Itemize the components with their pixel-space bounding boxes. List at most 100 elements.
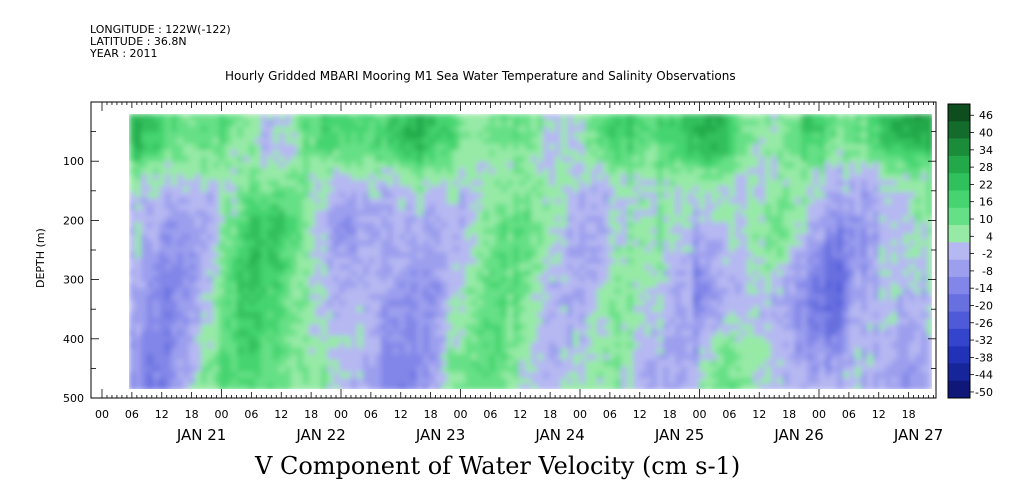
heatmap-cell (495, 354, 502, 361)
heatmap-cell (687, 138, 694, 145)
heatmap-cell (147, 342, 154, 349)
heatmap-cell (399, 240, 406, 247)
heatmap-cell (357, 144, 364, 151)
heatmap-cell (195, 342, 202, 349)
heatmap-cell (495, 276, 502, 283)
heatmap-cell (591, 294, 598, 301)
heatmap-cell (519, 258, 526, 265)
heatmap-cell (285, 126, 292, 133)
heatmap-cell (423, 354, 430, 361)
heatmap-cell (147, 354, 154, 361)
heatmap-cell (273, 270, 280, 277)
heatmap-cell (213, 126, 220, 133)
heatmap-cell (645, 198, 652, 205)
heatmap-cell (507, 228, 514, 235)
heatmap-cell (573, 228, 580, 235)
heatmap-cell (327, 144, 334, 151)
heatmap-cell (309, 270, 316, 277)
heatmap-cell (255, 174, 262, 181)
heatmap-cell (609, 300, 616, 307)
heatmap-cell (771, 144, 778, 151)
heatmap-cell (765, 324, 772, 331)
heatmap-cell (291, 294, 298, 301)
heatmap-cell (423, 264, 430, 271)
heatmap-cell (567, 294, 574, 301)
heatmap-cell (477, 264, 484, 271)
heatmap-cell (729, 264, 736, 271)
heatmap-cell (357, 204, 364, 211)
heatmap-cell (615, 372, 622, 379)
heatmap-cell (585, 186, 592, 193)
heatmap-cell (351, 240, 358, 247)
heatmap-cell (555, 138, 562, 145)
heatmap-cell (207, 258, 214, 265)
heatmap-cell (231, 120, 238, 127)
heatmap-cell (483, 198, 490, 205)
heatmap-cell (417, 162, 424, 169)
heatmap-cell (639, 336, 646, 343)
heatmap-cell (633, 192, 640, 199)
heatmap-cell (483, 264, 490, 271)
heatmap-cell (321, 300, 328, 307)
heatmap-cell (129, 252, 136, 259)
heatmap-cell (339, 114, 346, 121)
heatmap-cell (591, 324, 598, 331)
heatmap-cell (441, 264, 448, 271)
heatmap-cell (621, 114, 628, 121)
heatmap-cell (525, 198, 532, 205)
heatmap-cell (333, 162, 340, 169)
heatmap-cell (651, 162, 658, 169)
heatmap-cell (219, 162, 226, 169)
heatmap-cell (459, 348, 466, 355)
heatmap-cell (477, 210, 484, 217)
heatmap-cell (351, 354, 358, 361)
heatmap-cell (579, 138, 586, 145)
heatmap-cell (759, 270, 766, 277)
heatmap-cell (321, 324, 328, 331)
heatmap-cell (729, 288, 736, 295)
heatmap-cell (327, 282, 334, 289)
heatmap-cell (483, 258, 490, 265)
heatmap-cell (513, 240, 520, 247)
heatmap-cell (429, 192, 436, 199)
heatmap-cell (489, 216, 496, 223)
heatmap-cell (201, 354, 208, 361)
heatmap-cell (321, 372, 328, 379)
heatmap-cell (381, 156, 388, 163)
heatmap-cell (219, 144, 226, 151)
heatmap-cell (741, 234, 748, 241)
heatmap-cell (615, 234, 622, 241)
heatmap-cell (633, 240, 640, 247)
heatmap-cell (579, 294, 586, 301)
heatmap-cell (621, 138, 628, 145)
heatmap-cell (411, 228, 418, 235)
heatmap-cell (417, 324, 424, 331)
heatmap-cell (675, 264, 682, 271)
heatmap-cell (171, 240, 178, 247)
heatmap-cell (225, 330, 232, 337)
heatmap-cell (705, 126, 712, 133)
heatmap-cell (237, 300, 244, 307)
heatmap-cell (693, 324, 700, 331)
heatmap-cell (777, 138, 784, 145)
heatmap-cell (693, 282, 700, 289)
heatmap-cell (681, 204, 688, 211)
heatmap-cell (591, 138, 598, 145)
heatmap-cell (681, 162, 688, 169)
heatmap-cell (759, 336, 766, 343)
heatmap-cell (555, 192, 562, 199)
heatmap-cell (663, 144, 670, 151)
heatmap-cell (495, 222, 502, 229)
heatmap-cell (267, 234, 274, 241)
heatmap-cell (183, 258, 190, 265)
heatmap-cell (183, 138, 190, 145)
heatmap-cell (549, 306, 556, 313)
heatmap-cell (765, 246, 772, 253)
heatmap-cell (267, 354, 274, 361)
heatmap-cell (597, 138, 604, 145)
heatmap-cell (603, 288, 610, 295)
heatmap-cell (501, 144, 508, 151)
heatmap-cell (339, 312, 346, 319)
heatmap-cell (477, 192, 484, 199)
heatmap-cell (609, 288, 616, 295)
